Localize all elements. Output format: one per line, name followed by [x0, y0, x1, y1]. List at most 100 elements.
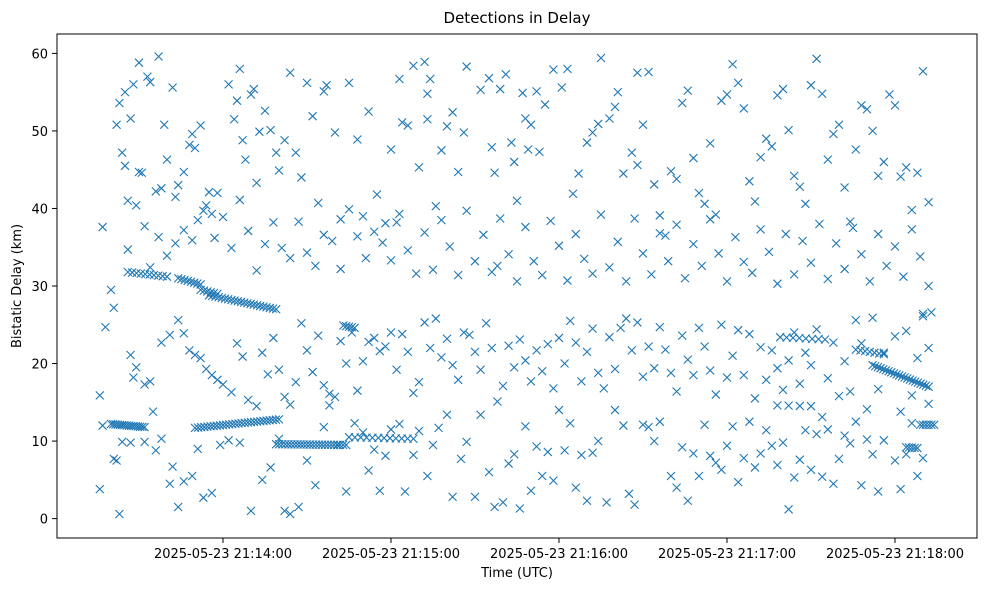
detection-marker — [375, 486, 385, 496]
detection-marker — [638, 372, 648, 382]
detection-marker — [201, 200, 211, 210]
detection-marker — [756, 225, 765, 234]
detection-marker — [106, 285, 116, 295]
detection-marker — [739, 453, 749, 463]
detection-marker — [812, 54, 821, 64]
detection-marker — [745, 417, 754, 427]
detection-marker — [470, 256, 480, 266]
detection-marker — [271, 415, 281, 425]
detection-marker — [873, 171, 883, 181]
detection-marker — [767, 345, 777, 355]
detection-marker — [246, 506, 256, 516]
detection-marker — [593, 119, 603, 129]
detection-marker — [409, 434, 418, 444]
detection-marker — [582, 138, 592, 147]
detection-marker — [179, 225, 189, 235]
detection-marker — [302, 345, 312, 355]
detection-marker — [199, 206, 208, 216]
detection-marker — [756, 152, 765, 162]
detection-marker — [235, 195, 245, 205]
detection-marker — [924, 197, 933, 207]
detection-marker — [784, 125, 793, 135]
detection-marker — [369, 227, 379, 237]
detection-marker — [619, 421, 628, 430]
detection-marker — [913, 168, 922, 178]
detection-marker — [151, 445, 161, 455]
detection-marker — [537, 366, 547, 376]
detection-marker — [255, 127, 264, 137]
detection-marker — [848, 223, 858, 233]
detection-marker — [834, 454, 844, 464]
detection-marker — [532, 442, 541, 451]
detection-marker — [924, 399, 933, 409]
x-tick-label: 2025-05-23 21:16:00 — [490, 547, 628, 562]
detection-marker — [784, 504, 793, 514]
detection-marker — [840, 264, 849, 274]
detection-marker — [700, 342, 709, 351]
detection-marker — [437, 352, 446, 362]
detection-marker — [722, 441, 732, 451]
detection-marker — [834, 120, 844, 130]
detection-marker — [269, 333, 278, 343]
detection-marker — [518, 88, 527, 98]
detection-marker — [896, 484, 905, 494]
x-tick-label: 2025-05-23 21:17:00 — [658, 547, 796, 562]
x-tick-label: 2025-05-23 21:15:00 — [322, 547, 460, 562]
detection-marker — [252, 401, 261, 411]
detection-marker — [896, 407, 905, 417]
detection-marker — [549, 65, 558, 75]
detection-marker — [918, 311, 928, 321]
detection-marker — [358, 428, 368, 437]
detection-marker — [134, 58, 144, 68]
detection-marker — [798, 236, 807, 246]
detection-marker — [521, 356, 530, 365]
detection-marker — [881, 365, 891, 375]
detection-marker — [913, 353, 922, 363]
detection-marker — [319, 86, 329, 96]
detection-marker — [285, 68, 295, 78]
detection-marker — [420, 57, 429, 67]
detection-marker — [260, 239, 270, 249]
detection-marker — [705, 451, 715, 461]
detection-marker — [187, 235, 197, 245]
detection-marker — [784, 356, 793, 365]
detection-marker — [733, 325, 743, 335]
detection-marker — [756, 342, 765, 352]
detection-marker — [260, 106, 270, 116]
detection-marker — [274, 414, 284, 424]
detection-marker — [543, 447, 553, 457]
detection-marker — [277, 243, 287, 253]
detection-marker — [395, 209, 404, 219]
detection-marker — [532, 345, 541, 355]
detection-marker — [423, 89, 432, 99]
detection-marker — [806, 258, 816, 268]
detection-marker — [579, 254, 589, 264]
detection-marker — [745, 176, 754, 186]
detection-marker — [213, 188, 222, 198]
detection-marker — [630, 214, 639, 223]
detection-marker — [683, 496, 693, 506]
detection-marker — [700, 420, 709, 430]
detection-marker — [862, 435, 872, 444]
detection-marker — [179, 477, 189, 486]
detection-marker — [728, 351, 737, 361]
detection-marker — [495, 214, 505, 223]
detection-marker — [462, 437, 471, 447]
detection-marker — [680, 273, 690, 283]
detection-marker — [131, 200, 141, 210]
detection-marker — [344, 204, 354, 214]
detection-marker — [873, 384, 883, 394]
detection-marker — [189, 278, 199, 288]
detection-marker — [120, 161, 130, 171]
detection-marker — [173, 273, 183, 283]
detection-marker — [437, 145, 446, 155]
detection-marker — [210, 233, 219, 243]
detection-marker — [817, 412, 827, 422]
detection-marker — [232, 338, 242, 348]
detection-marker — [677, 98, 687, 108]
detection-marker — [868, 313, 877, 323]
detection-marker — [596, 210, 606, 220]
detection-marker — [302, 456, 312, 465]
